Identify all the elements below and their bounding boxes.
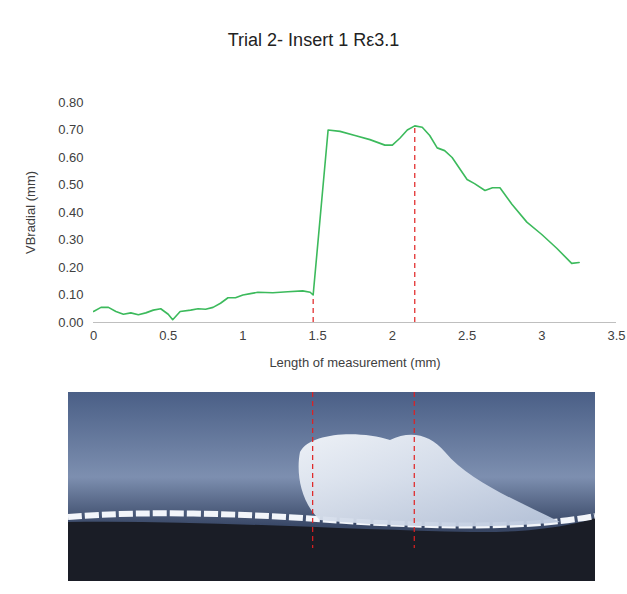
svg-text:0.80: 0.80 xyxy=(58,95,83,110)
svg-text:3: 3 xyxy=(538,328,545,343)
svg-text:0.70: 0.70 xyxy=(58,122,83,137)
svg-text:0: 0 xyxy=(90,328,97,343)
svg-text:0.20: 0.20 xyxy=(58,260,83,275)
svg-text:2.5: 2.5 xyxy=(458,328,476,343)
svg-text:VBradial (mm): VBradial (mm) xyxy=(23,171,38,254)
svg-text:0.10: 0.10 xyxy=(58,287,83,302)
svg-text:0.30: 0.30 xyxy=(58,232,83,247)
svg-text:2: 2 xyxy=(389,328,396,343)
svg-text:3.5: 3.5 xyxy=(607,328,625,343)
html-text:Trial 2- Insert 1 Rε3.1: Trial 2- Insert 1 Rε3.1 xyxy=(227,30,400,50)
svg-text:0.40: 0.40 xyxy=(58,205,83,220)
svg-text:1: 1 xyxy=(239,328,246,343)
svg-text:0.60: 0.60 xyxy=(58,150,83,165)
svg-text:0.50: 0.50 xyxy=(58,177,83,192)
svg-text:Length of measurement (mm): Length of measurement (mm) xyxy=(269,355,440,370)
svg-text:0.5: 0.5 xyxy=(159,328,177,343)
svg-text:0.00: 0.00 xyxy=(58,315,83,330)
svg-text:1.5: 1.5 xyxy=(309,328,327,343)
